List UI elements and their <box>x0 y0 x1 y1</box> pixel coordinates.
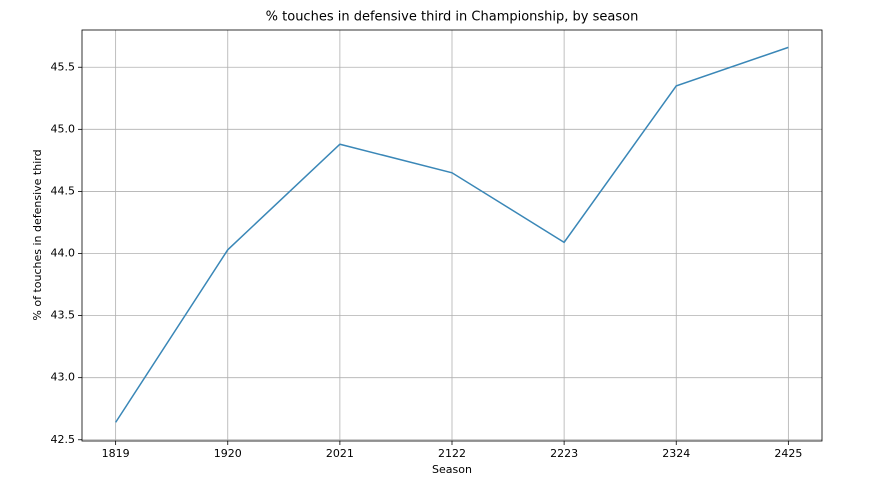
y-tick-label: 45.0 <box>51 122 76 135</box>
y-tick-label: 43.5 <box>51 309 76 322</box>
y-tick-label: 43.0 <box>51 371 76 384</box>
line <box>115 46 789 423</box>
y-tick-label: 44.5 <box>51 184 76 197</box>
y-tick-label: 44.0 <box>51 247 76 260</box>
y-tick-label: 42.5 <box>51 433 76 446</box>
x-tick-label: 2223 <box>550 447 578 460</box>
x-tick-label: 2021 <box>326 447 354 460</box>
y-tick-label: 45.5 <box>51 60 76 73</box>
x-tick-label: 2122 <box>438 447 466 460</box>
plot-frame <box>81 29 823 442</box>
y-axis-label: % of touches in defensive third <box>31 149 44 320</box>
x-tick-label: 2324 <box>662 447 690 460</box>
x-tick-label: 1819 <box>102 447 130 460</box>
x-axis-label: Season <box>432 463 472 476</box>
x-tick-label: 2425 <box>774 447 802 460</box>
x-tick-label: 1920 <box>214 447 242 460</box>
chart-title: % touches in defensive third in Champion… <box>266 10 639 25</box>
